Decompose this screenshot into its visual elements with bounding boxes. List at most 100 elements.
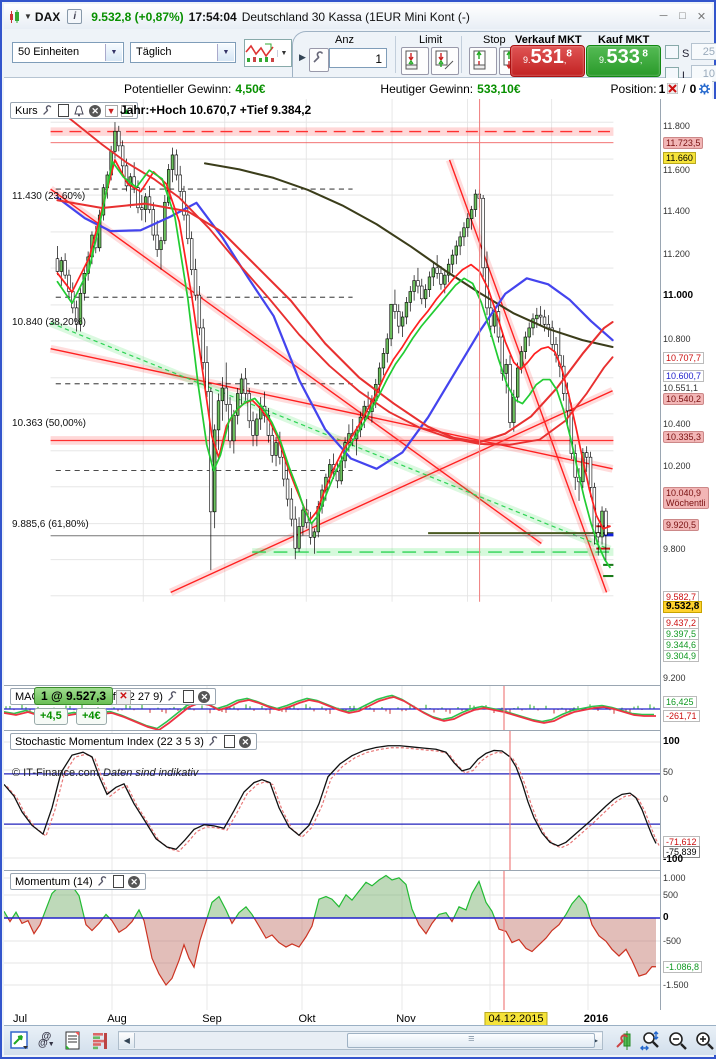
close-button[interactable]: ✕ <box>696 11 707 23</box>
axis-label: -500 <box>663 936 682 946</box>
momentum-panel-header: Momentum (14) ✕ <box>10 873 146 890</box>
chevron-down-icon[interactable]: ▼ <box>105 44 122 61</box>
zoom-fit-button[interactable] <box>639 1030 662 1052</box>
today-gain-value: 533,10€ <box>477 81 521 96</box>
time-scrollbar[interactable]: ◀ ▶ <box>118 1031 604 1050</box>
smi-chart[interactable] <box>4 730 660 870</box>
market-depth-button[interactable] <box>89 1030 111 1052</box>
pnl-eur-badge: +4€ <box>76 708 107 725</box>
sparkline-icon <box>245 42 275 64</box>
bottom-toolbar: @@▼ ◀ ▶ <box>4 1025 716 1055</box>
stop-order-ladder-button[interactable] <box>469 47 497 75</box>
close-icon[interactable]: ✕ <box>128 875 141 888</box>
main-toolbar: 50 Einheiten ▼ Täglich ▼ ▼ ▶ Anz 1 Li <box>4 29 716 82</box>
momentum-area-negative <box>4 918 656 986</box>
scroll-left-icon[interactable]: ◀ <box>119 1033 136 1048</box>
fib-level-label: 10.840 (38,20%) <box>12 317 86 328</box>
position-badge[interactable]: 1 @ 9.527,3 <box>34 687 114 705</box>
units-select[interactable]: 50 Einheiten ▼ <box>12 42 124 63</box>
axis-label: 9.920,5 <box>663 519 700 531</box>
alert-bell-icon[interactable] <box>73 104 86 117</box>
title-time: 17:54:04 <box>188 9 237 24</box>
stop-distance-input[interactable]: 25 <box>691 43 716 60</box>
momentum-title: Momentum (14) <box>15 875 93 888</box>
close-position-icon[interactable]: ✕ <box>116 690 131 705</box>
copy-icon[interactable] <box>57 104 70 117</box>
macd-line <box>4 696 656 730</box>
axis-label: 10.707,7 <box>663 352 705 364</box>
close-icon[interactable]: ✕ <box>239 735 252 748</box>
axis-label: 11.600 <box>663 165 690 175</box>
chevron-down-icon[interactable]: ▼ <box>217 44 234 61</box>
order-settings-button[interactable] <box>309 48 329 72</box>
price-chart[interactable] <box>4 99 660 685</box>
axis-label: 9.304,9 <box>663 650 700 662</box>
limit-order-chart-button[interactable] <box>431 47 459 75</box>
attach-orders-button[interactable]: @ @▼ <box>38 1031 55 1049</box>
sell-market-button[interactable]: 9.531,8 <box>510 45 585 77</box>
axis-label: 0 <box>663 912 669 923</box>
symbol-dropdown-icon[interactable]: ▼ <box>24 12 32 21</box>
axis-label: 9.200 <box>663 673 686 683</box>
close-position-icon[interactable] <box>667 83 679 94</box>
smi-panel-header: Stochastic Momentum Index (22 3 5 3) ✕ <box>10 733 257 750</box>
close-icon[interactable]: ✕ <box>89 104 102 117</box>
move-down-icon[interactable]: ▼ <box>104 104 118 117</box>
news-notes-button[interactable] <box>62 1030 84 1052</box>
drawing-tools-button[interactable] <box>9 1030 31 1052</box>
limit-distance-input[interactable]: 10 <box>691 65 716 82</box>
axis-label: 0 <box>663 794 669 804</box>
limit-order-ladder-button[interactable] <box>401 47 429 75</box>
chart-settings-button[interactable] <box>613 1030 635 1052</box>
momentum-chart[interactable] <box>4 870 660 1012</box>
smi-title: Stochastic Momentum Index (22 3 5 3) <box>15 735 204 748</box>
stop-label: Stop <box>483 34 506 46</box>
wrench-icon[interactable] <box>96 875 109 888</box>
instrument-info-icon[interactable]: i <box>67 9 83 24</box>
axis-label: 1.000 <box>663 873 686 883</box>
axis-label: 9.800 <box>663 544 686 554</box>
order-panel: ▶ Anz 1 Limit Stop Verkauf MKT <box>292 31 716 82</box>
wrench-icon[interactable] <box>166 690 179 703</box>
zoom-out-button[interactable] <box>667 1030 689 1052</box>
zoom-in-button[interactable] <box>694 1030 716 1052</box>
wrench-icon[interactable] <box>41 104 54 117</box>
axis-label: 9.532,8 <box>663 601 703 613</box>
time-axis-label: Nov <box>396 1013 416 1025</box>
minimize-button[interactable]: ─ <box>659 10 668 22</box>
close-icon[interactable]: ✕ <box>198 690 211 703</box>
maximize-button[interactable]: □ <box>679 10 686 22</box>
buy-mkt-label: Kauf MKT <box>598 34 650 46</box>
axis-label: 100 <box>663 736 680 747</box>
scrollbar-thumb[interactable] <box>347 1033 596 1048</box>
chart-area: Kurs ✕ ▼ ▲ Jahr:+Hoch 10.670,7 +Tief 9.3… <box>4 99 716 1030</box>
collapse-arrow-icon[interactable]: ▶ <box>299 52 306 62</box>
buy-market-button[interactable]: 9.533,8 <box>586 45 661 77</box>
candlestick-logo-icon <box>8 9 21 23</box>
period-select[interactable]: Täglich ▼ <box>130 42 236 63</box>
chevron-down-icon[interactable]: ▼ <box>277 49 290 57</box>
time-axis-label: Sep <box>202 1013 222 1025</box>
quantity-input[interactable]: 1 <box>329 48 387 68</box>
copy-icon[interactable] <box>223 735 236 748</box>
ma-green-fast <box>56 160 611 569</box>
potential-gain-label: Potentieller Gewinn: <box>124 81 232 96</box>
axis-label: -1.086,8 <box>663 961 703 973</box>
anz-label: Anz <box>335 34 354 46</box>
price-axis[interactable]: 11.800 11.723,5 11.660 11.600 11.400 11.200 11… <box>660 99 716 1012</box>
copy-icon[interactable] <box>112 875 125 888</box>
chart-type-button[interactable]: ▼ <box>244 39 292 67</box>
ma-red-slow <box>56 199 614 444</box>
ma-blue <box>56 196 614 470</box>
position-settings-gear-icon[interactable] <box>698 83 711 95</box>
axis-label: 11.000 <box>663 290 694 301</box>
stop-checkbox[interactable] <box>665 45 679 59</box>
move-up-icon[interactable]: ▲ <box>120 104 134 117</box>
axis-label: 16,425 <box>663 696 697 708</box>
smi-signal-line <box>6 747 660 852</box>
weekly-ma-olive <box>203 162 614 348</box>
copy-icon[interactable] <box>182 690 195 703</box>
time-axis-label: Aug <box>107 1013 127 1025</box>
wrench-icon[interactable] <box>207 735 220 748</box>
